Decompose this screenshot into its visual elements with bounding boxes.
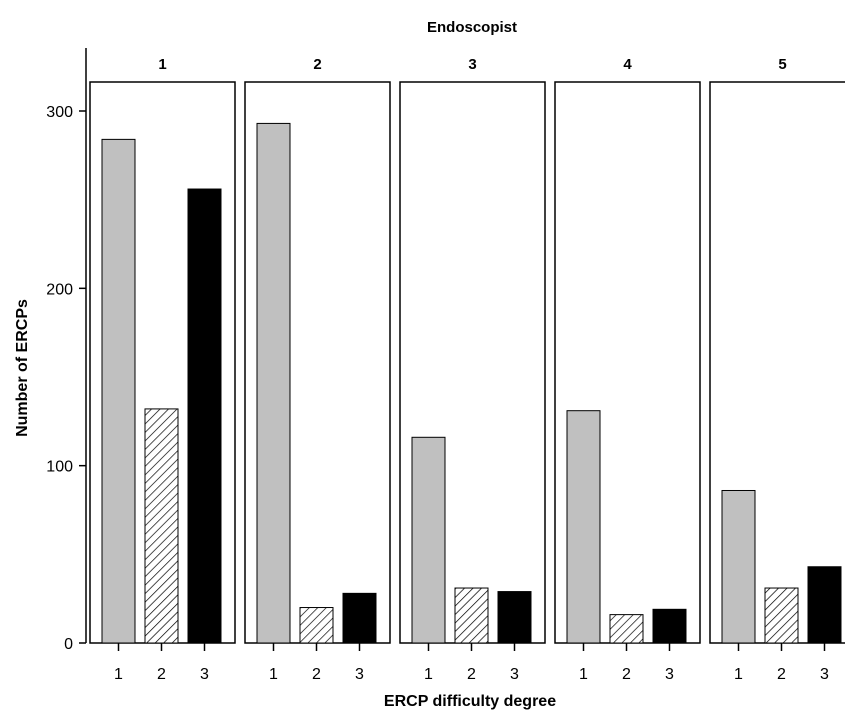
bar-panel3-degree1	[411, 436, 446, 644]
x-tick-label: 3	[665, 666, 674, 683]
x-tick-label: 1	[734, 666, 743, 683]
y-axis-label: Number of ERCPs	[14, 299, 31, 437]
x-tick-label: 1	[424, 666, 433, 683]
panel-5: 5 1 2 3	[709, 56, 845, 683]
bar-panel1-degree1	[101, 138, 136, 644]
panel-header: 3	[468, 56, 476, 73]
bar-panel3-degree2	[454, 587, 489, 644]
bar-panel4-degree3	[652, 608, 687, 644]
y-tick-label: 0	[64, 636, 73, 653]
panels: 1 1 2 3 2 1 2 3 3 1 2 3 4 1 2 3 5 1 2 3	[89, 56, 845, 683]
x-tick-label: 2	[312, 666, 321, 683]
x-tick-label: 2	[777, 666, 786, 683]
panel-3: 3 1 2 3	[399, 56, 546, 683]
panel-1: 1 1 2 3	[89, 56, 236, 683]
y-tick-label: 300	[46, 104, 73, 121]
bar-panel1-degree3	[187, 188, 222, 644]
x-axis-label: ERCP difficulty degree	[384, 693, 556, 710]
panel-header: 2	[313, 56, 321, 73]
x-tick-label: 1	[114, 666, 123, 683]
panel-header: 1	[158, 56, 166, 73]
x-tick-label: 2	[157, 666, 166, 683]
facet-title: Endoscopist	[427, 19, 517, 36]
panel-4: 4 1 2 3	[554, 56, 701, 683]
bar-panel4-degree2	[609, 614, 644, 644]
y-axis: 0 100 200 300	[46, 48, 87, 653]
y-tick-label: 100	[46, 459, 73, 476]
bar-panel2-degree1	[256, 122, 291, 644]
x-tick-label: 3	[820, 666, 829, 683]
bar-panel2-degree2	[299, 607, 334, 644]
bar-panel5-degree2	[764, 587, 799, 644]
bar-panel2-degree3	[342, 592, 377, 644]
x-tick-label: 2	[622, 666, 631, 683]
bar-panel4-degree1	[566, 410, 601, 644]
y-tick-label: 200	[46, 281, 73, 298]
bar-panel5-degree3	[807, 566, 842, 644]
x-tick-label: 3	[355, 666, 364, 683]
x-tick-label: 3	[200, 666, 209, 683]
panel-header: 4	[623, 56, 632, 73]
x-tick-label: 2	[467, 666, 476, 683]
x-tick-label: 1	[269, 666, 278, 683]
panel-header: 5	[778, 56, 786, 73]
bar-panel5-degree1	[721, 489, 756, 644]
bar-panel1-degree2	[144, 408, 179, 644]
x-tick-label: 1	[579, 666, 588, 683]
bar-panel3-degree3	[497, 591, 532, 644]
x-tick-label: 3	[510, 666, 519, 683]
panel-2: 2 1 2 3	[244, 56, 391, 683]
